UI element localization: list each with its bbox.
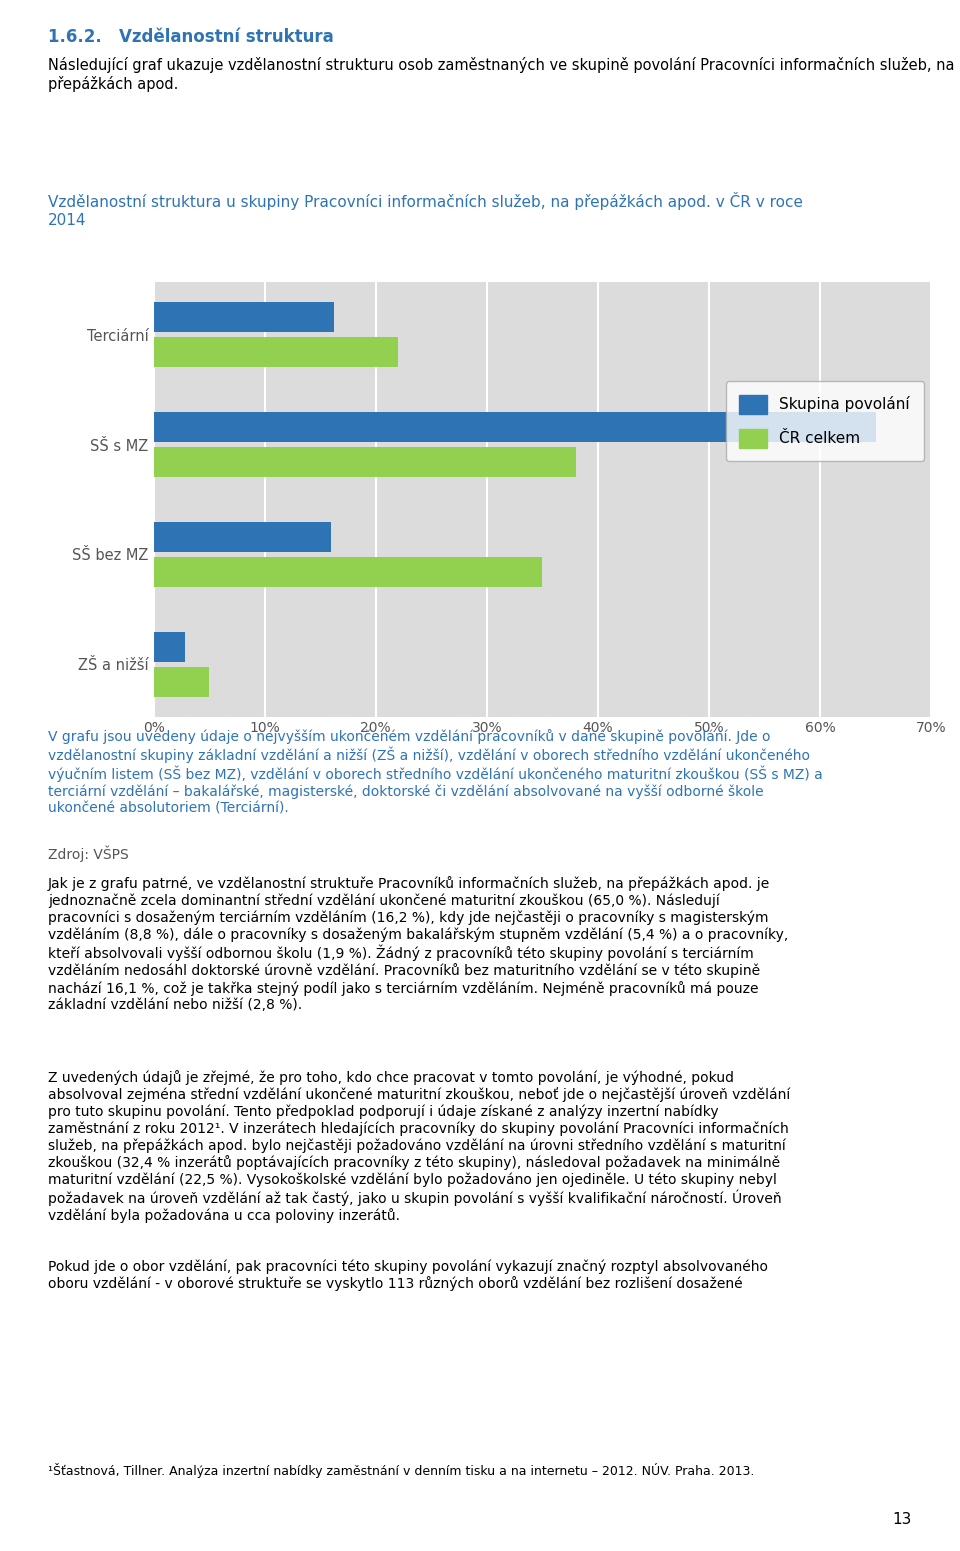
Bar	[154, 557, 542, 586]
Text: Jak je z grafu patrné, ve vzdělanostní struktuře Pracovníků informačních služeb,: Jak je z grafu patrné, ve vzdělanostní s…	[48, 876, 788, 1011]
Text: Z uvedených údajů je zřejmé, že pro toho, kdo chce pracovat v tomto povolání, je: Z uvedených údajů je zřejmé, že pro toho…	[48, 1070, 790, 1224]
Bar	[154, 667, 209, 696]
Bar	[154, 413, 876, 442]
Bar	[154, 631, 184, 662]
Text: ¹Šťastnová, Tillner. Analýza inzertní nabídky zaměstnání v denním tisku a na int: ¹Šťastnová, Tillner. Analýza inzertní na…	[48, 1463, 755, 1478]
Text: Vzdělanostní struktura u skupiny Pracovníci informačních služeb, na přepážkách a: Vzdělanostní struktura u skupiny Pracovn…	[48, 192, 803, 228]
Bar	[154, 447, 576, 478]
Text: Pokud jde o obor vzdělání, pak pracovníci této skupiny povolání vykazují značný : Pokud jde o obor vzdělání, pak pracovníc…	[48, 1259, 768, 1292]
Bar	[154, 337, 398, 368]
Text: Zdroj: VŠPS: Zdroj: VŠPS	[48, 845, 129, 862]
Bar	[154, 521, 331, 552]
Text: 1.6.2.   Vzdělanostní struktura: 1.6.2. Vzdělanostní struktura	[48, 28, 334, 47]
Text: 13: 13	[893, 1512, 912, 1528]
Bar	[154, 302, 333, 332]
Text: Následující graf ukazuje vzdělanostní strukturu osob zaměstnaných ve skupině pov: Následující graf ukazuje vzdělanostní st…	[48, 57, 954, 92]
Legend: Skupina povolání, ČR celkem: Skupina povolání, ČR celkem	[726, 382, 924, 461]
Text: V grafu jsou uvedeny údaje o nejvyšším ukončeném vzdělání pracovníků v dané skup: V grafu jsou uvedeny údaje o nejvyšším u…	[48, 729, 823, 816]
